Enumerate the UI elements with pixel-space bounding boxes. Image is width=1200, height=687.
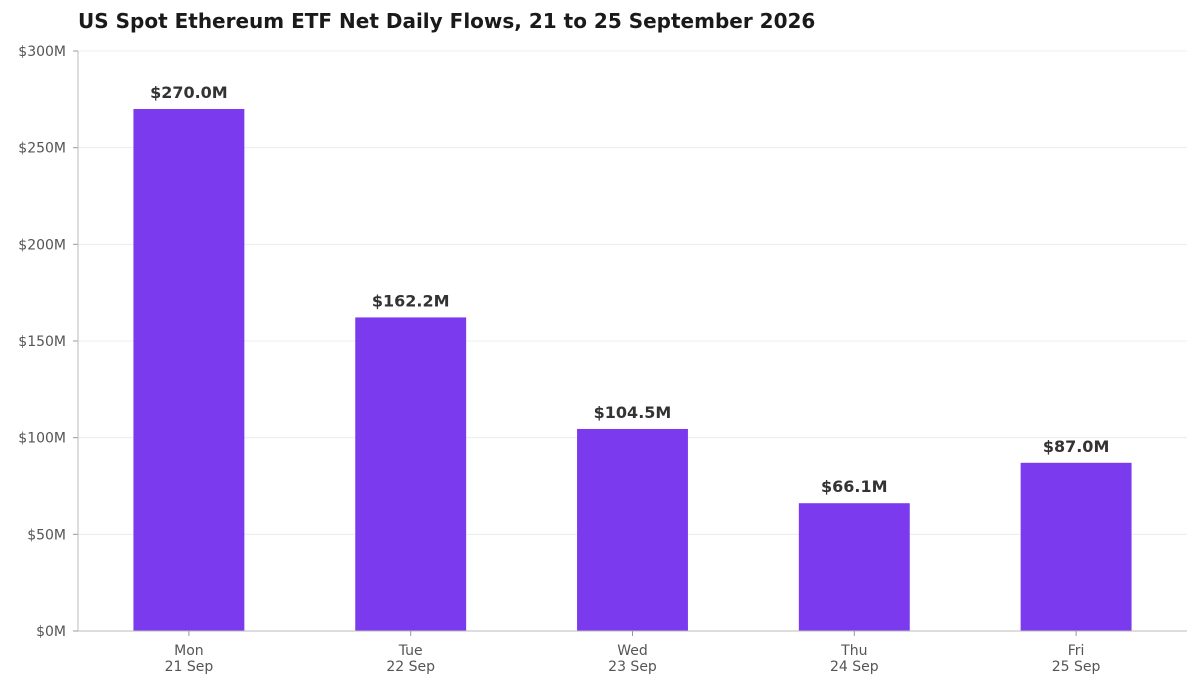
bar [1020,462,1132,631]
y-tick-label: $200M [18,237,66,253]
x-tick-label-day: Wed [617,643,648,659]
x-tick-label-date: 25 Sep [1052,659,1101,675]
bar [798,503,910,631]
x-tick-label-day: Mon [174,643,204,659]
y-tick-label: $0M [36,624,66,640]
x-tick-label-date: 24 Sep [830,659,879,675]
bar [133,109,245,631]
chart-title: US Spot Ethereum ETF Net Daily Flows, 21… [78,9,815,33]
x-tick-label-date: 23 Sep [608,659,657,675]
grid-layer [78,50,1187,535]
bar [577,428,688,631]
x-tick-label-date: 22 Sep [386,659,435,675]
bar-value-label: $66.1M [821,477,888,496]
bar-value-label: $270.0M [150,83,228,102]
x-tick-label-day: Thu [840,643,867,659]
y-tick-label: $50M [27,527,66,543]
y-tick-label: $300M [18,44,66,60]
y-tick-label: $100M [18,431,66,447]
x-tick-label-day: Tue [398,643,423,659]
y-tick-label: $150M [18,334,66,350]
bars-layer [133,109,1132,631]
axes-layer [73,50,1187,636]
bar-value-label: $87.0M [1043,437,1110,456]
bar-value-label: $104.5M [594,403,672,422]
x-tick-label-day: Fri [1068,643,1085,659]
bar [355,317,467,631]
y-tick-label: $250M [18,141,66,157]
labels-layer: $0M $50M $100M $150M $200M $250M $300M $270.0M M… [18,44,1109,675]
x-tick-label-date: 21 Sep [165,659,214,675]
bar-value-label: $162.2M [372,291,450,310]
